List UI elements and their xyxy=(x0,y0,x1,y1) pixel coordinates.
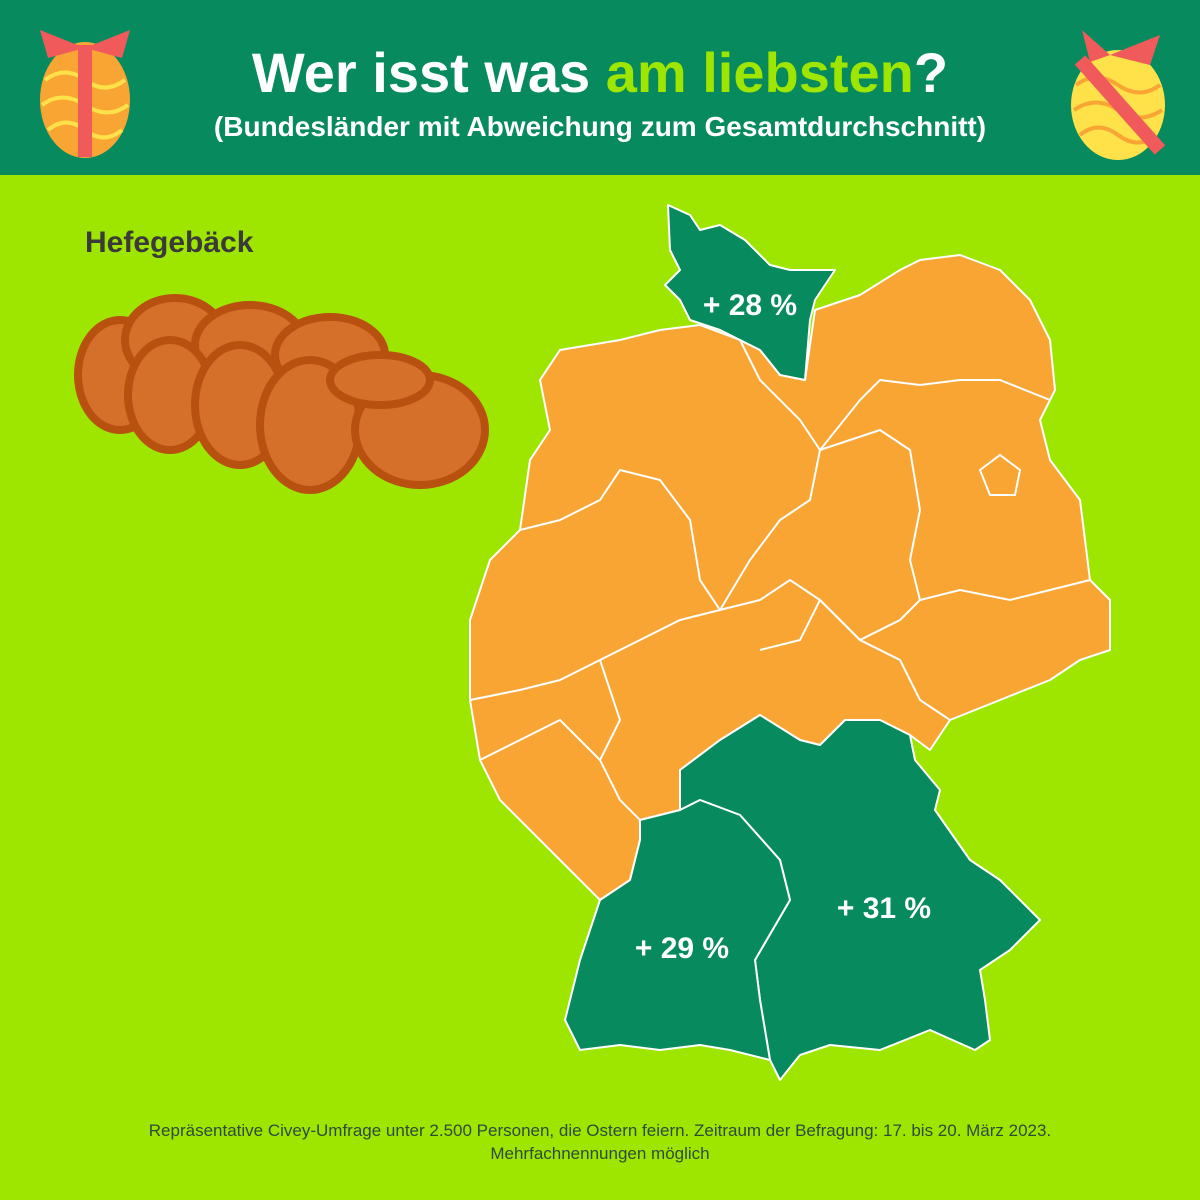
braid-illustration xyxy=(74,294,489,494)
state-border xyxy=(519,468,761,612)
footer-note: Repräsentative Civey-Umfrage unter 2.500… xyxy=(149,1121,1051,1140)
category-label: Hefegebäck xyxy=(85,226,254,259)
region-green xyxy=(664,204,836,381)
city-border xyxy=(978,453,1022,496)
region-label: + 29 % xyxy=(635,932,729,965)
title-highlight: am liebsten xyxy=(606,41,914,104)
egg-left xyxy=(40,30,130,158)
title: Wer isst was am liebsten? xyxy=(252,41,948,104)
title-part: Wer isst was xyxy=(252,41,606,104)
state-border xyxy=(759,578,1091,642)
germany-map: + 28 % + 29 % + 31 % xyxy=(469,204,1111,1081)
header-band xyxy=(0,0,1200,175)
footer-note: Mehrfachnennungen möglich xyxy=(490,1144,709,1163)
state-border xyxy=(719,378,1051,611)
subtitle: (Bundesländer mit Abweichung zum Gesamtd… xyxy=(214,111,986,142)
state-border xyxy=(819,428,922,601)
region-label: + 28 % xyxy=(703,289,797,322)
egg-right xyxy=(1071,30,1166,160)
state-border xyxy=(759,598,951,721)
region-green xyxy=(564,799,791,1061)
state-border xyxy=(739,339,821,451)
region-label: + 31 % xyxy=(837,892,931,925)
state-border xyxy=(479,718,601,761)
title-part: ? xyxy=(914,41,948,104)
region-orange xyxy=(469,254,1111,901)
